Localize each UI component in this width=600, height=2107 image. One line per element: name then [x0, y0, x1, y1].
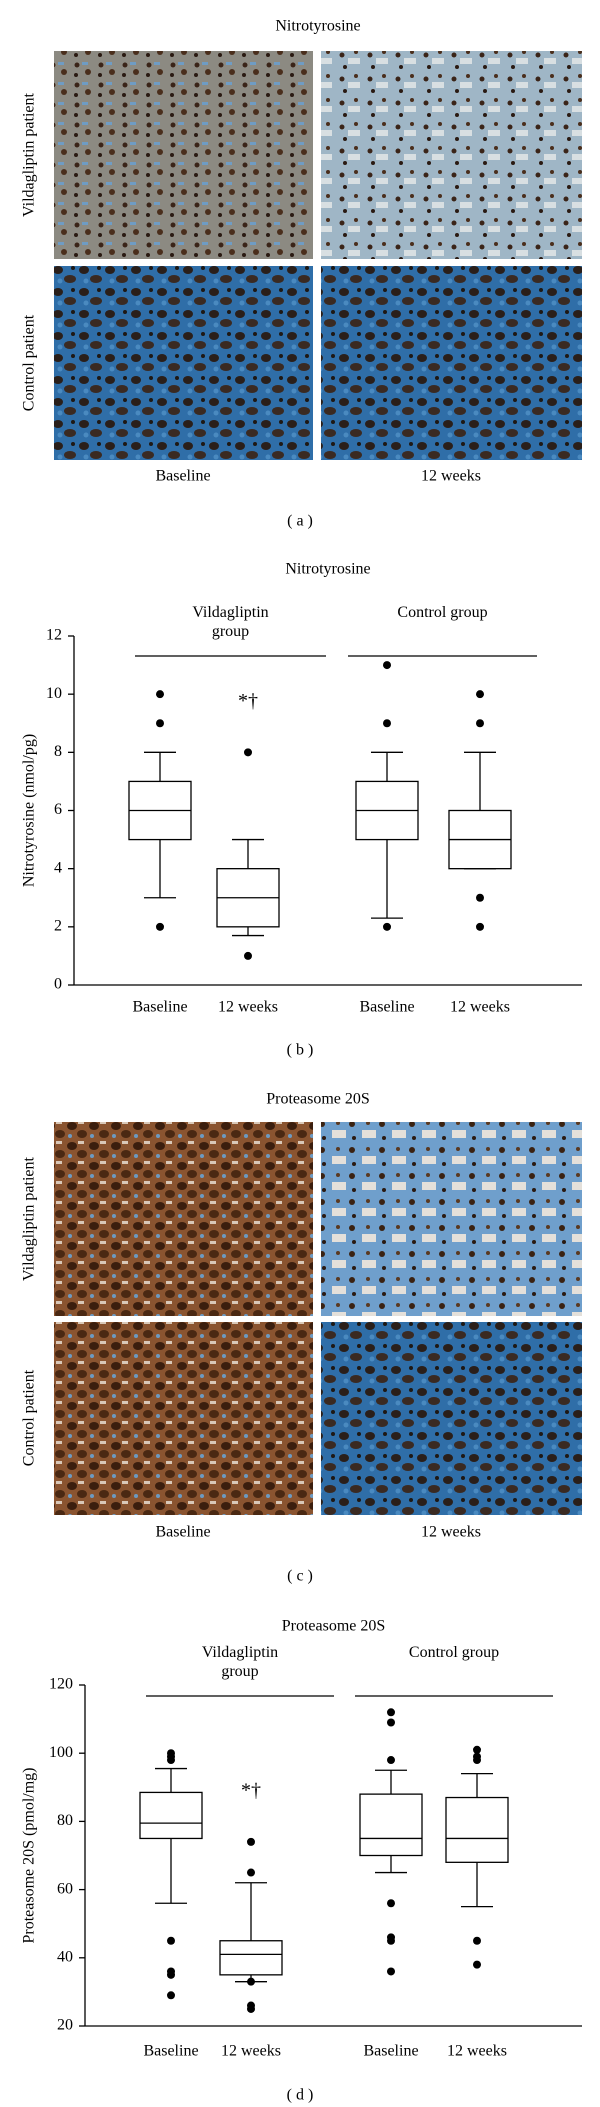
row-label: Control patient	[21, 314, 38, 411]
outlier	[167, 1936, 175, 1945]
outlier	[387, 1967, 395, 1976]
panel-label: ( a )	[287, 513, 313, 530]
outlier	[247, 2001, 255, 2010]
y-tick-label: 2	[54, 918, 62, 935]
col-label: 12 weeks	[421, 468, 481, 485]
x-tick-label: Baseline	[359, 999, 414, 1016]
row-label: Control patient	[21, 1369, 38, 1466]
micrograph	[54, 1322, 313, 1515]
y-tick-label: 10	[46, 685, 62, 702]
x-tick-label: Baseline	[143, 2043, 198, 2060]
box	[139, 1791, 203, 1840]
chart-title: Nitrotyrosine	[285, 561, 370, 578]
outlier	[244, 748, 252, 757]
panel-title: Nitrotyrosine	[275, 18, 360, 35]
outlier	[476, 893, 484, 902]
y-tick-label: 0	[54, 976, 62, 993]
micrograph	[54, 266, 313, 460]
y-tick-label: 100	[49, 1744, 73, 1761]
y-tick-label: 120	[49, 1676, 73, 1693]
outlier	[383, 922, 391, 931]
row-label: Vildagliptin patient	[21, 92, 38, 216]
outlier	[473, 1960, 481, 1969]
x-tick-label: 12 weeks	[447, 2043, 507, 2060]
outlier	[247, 1837, 255, 1846]
panel-title: Proteasome 20S	[266, 1091, 370, 1108]
outlier	[167, 1967, 175, 1976]
y-axis-label: Proteasome 20S (pmol/mg)	[21, 1768, 38, 1944]
outlier	[167, 1749, 175, 1758]
outlier	[387, 1899, 395, 1908]
group-label: Vildagliptin group	[192, 604, 269, 640]
group-label: Control group	[397, 604, 488, 621]
y-tick-label: 12	[46, 627, 62, 644]
y-tick-label: 60	[57, 1880, 73, 1897]
panel-label: ( b )	[287, 1042, 314, 1059]
panel-label: ( c )	[287, 1568, 313, 1585]
micrograph	[321, 51, 582, 259]
outlier	[167, 1991, 175, 2000]
y-tick-label: 20	[57, 2017, 73, 2034]
y-tick-label: 6	[54, 801, 62, 818]
micrograph	[54, 1122, 313, 1316]
micrograph	[321, 266, 582, 460]
panel-label: ( d )	[287, 2087, 314, 2104]
outlier	[383, 719, 391, 728]
row-label: Vildagliptin patient	[21, 1156, 38, 1280]
outlier	[247, 1868, 255, 1877]
outlier	[387, 1933, 395, 1942]
box	[219, 1940, 283, 1976]
box	[359, 1793, 423, 1857]
x-tick-label: Baseline	[363, 2043, 418, 2060]
y-tick-label: 80	[57, 1812, 73, 1829]
micrograph	[321, 1122, 582, 1316]
annotation: *†	[238, 690, 258, 712]
x-tick-label: 12 weeks	[450, 999, 510, 1016]
outlier	[473, 1745, 481, 1754]
micrograph	[321, 1322, 582, 1515]
y-tick-label: 8	[54, 743, 62, 760]
group-label: Control group	[408, 1644, 500, 1661]
col-label: Baseline	[155, 1524, 210, 1541]
outlier	[476, 690, 484, 699]
annotation: *†	[241, 1779, 261, 1801]
outlier	[387, 1718, 395, 1727]
col-label: Baseline	[155, 468, 210, 485]
outlier	[156, 690, 164, 699]
chart-title: Proteasome 20S	[282, 1618, 386, 1635]
outlier	[387, 1708, 395, 1717]
group-label: Vildagliptin group	[201, 1644, 279, 1680]
col-label: 12 weeks	[421, 1524, 481, 1541]
outlier	[476, 719, 484, 728]
outlier	[247, 1977, 255, 1986]
outlier	[156, 719, 164, 728]
y-axis-label: Nitrotyrosine (nmol/pg)	[21, 734, 38, 887]
outlier	[156, 922, 164, 931]
outlier	[387, 1756, 395, 1765]
outlier	[476, 922, 484, 931]
y-tick-label: 40	[57, 1948, 73, 1965]
x-tick-label: 12 weeks	[221, 2043, 281, 2060]
x-tick-label: Baseline	[132, 999, 187, 1016]
x-tick-label: 12 weeks	[218, 999, 278, 1016]
outlier	[383, 661, 391, 670]
outlier	[473, 1752, 481, 1761]
outlier	[473, 1936, 481, 1945]
box	[445, 1796, 509, 1863]
outlier	[244, 951, 252, 960]
y-tick-label: 4	[54, 859, 62, 876]
micrograph	[54, 51, 313, 259]
